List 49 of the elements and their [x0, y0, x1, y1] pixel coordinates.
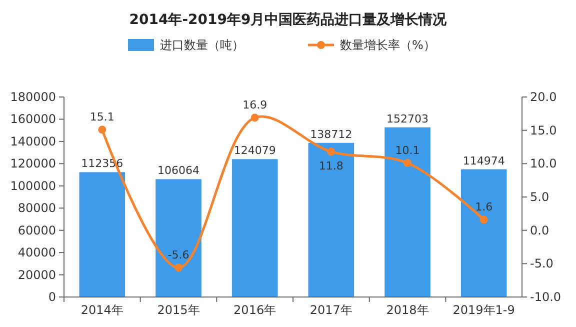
x-tick-label: 2015年 [157, 303, 200, 317]
x-tick-label: 2014年 [80, 303, 124, 317]
y-tick-label: 60000 [18, 223, 56, 238]
bar [460, 169, 507, 297]
data-label: 16.9 [242, 98, 268, 112]
y2-tick-label: 20.0 [530, 90, 557, 104]
x-tick-label: 2019年1-9 [452, 303, 515, 317]
y-tick-label: 40000 [18, 246, 56, 260]
data-label: 15.1 [90, 110, 114, 124]
data-label: 138712 [310, 128, 352, 141]
y2-tick-label: -10.0 [530, 290, 562, 304]
y-tick-label: 0 [48, 290, 56, 304]
point [250, 114, 259, 122]
x-tick-label: 2017年 [310, 303, 352, 317]
bar [79, 172, 126, 297]
point [480, 216, 488, 224]
y-tick-label: 100000 [10, 178, 56, 193]
bar [308, 142, 354, 297]
y-tick-label: 120000 [10, 156, 56, 171]
y-tick-label: 180000 [10, 90, 56, 104]
y2-tick-label: 10.0 [530, 156, 557, 171]
data-label: 1.6 [475, 200, 493, 214]
y-tick-label: 20000 [18, 268, 56, 282]
y2-tick-label: 15.0 [530, 123, 557, 138]
bar [384, 127, 430, 297]
point [98, 126, 106, 134]
data-label: 124079 [234, 144, 276, 158]
point [174, 264, 182, 272]
data-label: 114974 [462, 154, 505, 168]
data-label: -5.6 [168, 248, 190, 262]
bar [156, 179, 202, 297]
y-tick-label: 140000 [10, 134, 56, 148]
bar [232, 159, 278, 297]
y2-tick-label: -5.0 [530, 256, 554, 271]
data-label: 152703 [386, 112, 428, 126]
legend-label: 数量增长率（%） [340, 38, 436, 52]
x-tick-label: 2018年 [386, 303, 429, 317]
point [404, 159, 412, 167]
point [327, 148, 336, 156]
x-tick-label: 2016年 [234, 303, 276, 317]
legend-label: 进口数量（吨） [160, 38, 244, 52]
chart-title: 2014年-2019年9月中国医药品进口量及增长情况 [129, 12, 448, 28]
y-tick-label: 80000 [18, 201, 56, 216]
data-label: 11.8 [318, 160, 344, 173]
y-tick-label: 160000 [10, 112, 56, 126]
data-label: 106064 [158, 164, 200, 178]
y2-tick-label: 5.0 [530, 190, 550, 204]
data-label: 10.1 [395, 144, 420, 157]
y2-tick-label: 0.0 [530, 223, 550, 238]
